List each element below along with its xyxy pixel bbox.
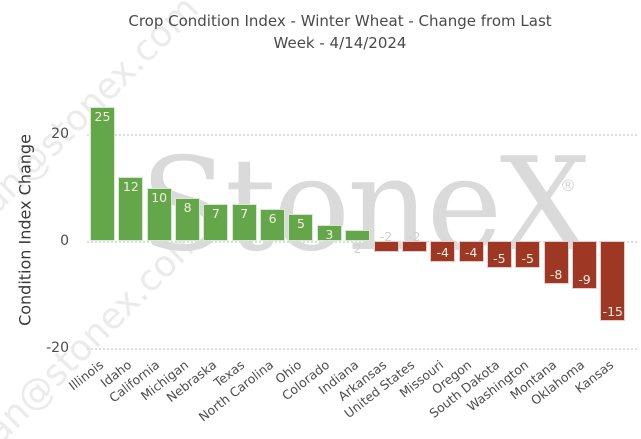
bar-north-carolina (260, 208, 286, 241)
y-tick-label: 0 (60, 233, 69, 249)
bar-idaho (118, 176, 144, 241)
bar-kansas (600, 241, 626, 322)
bar-value-label: -4 (464, 245, 478, 261)
bar-value-label: -2 (408, 229, 421, 244)
bar-value-label: 5 (296, 216, 305, 232)
gridline-y0 (87, 241, 637, 243)
y-tick-label: -20 (46, 340, 69, 356)
chart-title-line1: Crop Condition Index - Winter Wheat - Ch… (128, 12, 552, 30)
bar-california (146, 187, 172, 241)
gridline-y-20 (87, 348, 637, 350)
bar-indiana (345, 230, 371, 241)
bar-value-label: -5 (521, 250, 534, 266)
bar-michigan (175, 198, 201, 241)
y-tick-label: 20 (51, 126, 69, 142)
bar-value-label: 7 (240, 205, 249, 221)
bar-value-label: 10 (151, 189, 168, 205)
bar-nebraska (203, 203, 229, 241)
bar-oregon (458, 241, 484, 263)
bar-value-label: 8 (183, 200, 192, 216)
bar-value-label: -5 (493, 250, 506, 266)
gridline-y20 (87, 134, 637, 136)
bar-ohio (288, 214, 314, 241)
chart-title: Crop Condition Index - Winter Wheat - Ch… (40, 10, 640, 54)
y-axis-title: Condition Index Change (15, 134, 35, 326)
bar-value-label: 12 (122, 178, 139, 194)
bar-value-label: -2 (379, 229, 393, 244)
registered-trademark-icon: ® (560, 176, 576, 195)
bar-value-label: -9 (578, 272, 591, 288)
chart-title-line2: Week - 4/14/2024 (273, 34, 407, 52)
bar-value-label: 7 (211, 205, 220, 221)
bar-colorado (316, 224, 342, 241)
bar-texas (231, 203, 257, 241)
bar-illinois (90, 107, 115, 241)
bar-value-label: 6 (268, 210, 277, 226)
bar-missouri (430, 241, 456, 263)
bar-value-label: -8 (549, 266, 563, 282)
bar-value-label: 2 (353, 241, 362, 256)
bar-montana (543, 241, 569, 284)
bar-south-dakota (486, 241, 512, 268)
bar-arkansas (373, 241, 399, 252)
bar-united-states (401, 241, 427, 252)
bar-value-label: -4 (436, 245, 449, 261)
bar-value-label: 25 (94, 109, 111, 125)
bar-value-label: -15 (602, 304, 623, 320)
bar-washington (515, 241, 541, 268)
bar-value-label: 3 (325, 226, 334, 242)
bar-oklahoma (571, 241, 597, 290)
